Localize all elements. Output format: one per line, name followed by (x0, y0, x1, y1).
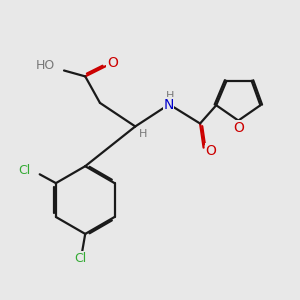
Text: O: O (206, 144, 216, 158)
Text: N: N (164, 98, 174, 112)
Text: HO: HO (35, 59, 55, 72)
Text: O: O (233, 121, 244, 135)
Text: Cl: Cl (75, 252, 87, 265)
Text: H: H (166, 91, 175, 101)
Text: H: H (139, 129, 148, 139)
Text: Cl: Cl (18, 164, 30, 177)
Text: O: O (107, 56, 118, 70)
